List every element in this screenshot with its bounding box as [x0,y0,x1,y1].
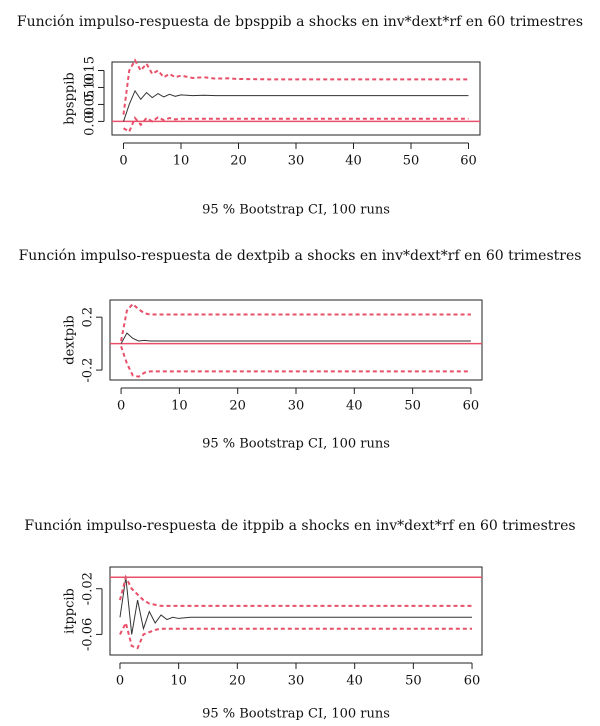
y-tick-label: -0.02 [81,572,96,605]
y-axis-label: bpsppib [63,72,78,124]
x-tick-label: 20 [230,154,247,169]
ci-line [119,620,473,650]
x-axis-label: 95 % Bootstrap CI, 100 runs [202,437,390,452]
y-tick-label: 0.10 [83,73,98,102]
plot-frame [109,299,483,381]
x-tick-label: 60 [464,674,481,689]
ci-line [120,345,471,378]
x-tick-label: 20 [229,399,246,414]
x-tick-label: 50 [405,674,422,689]
y-tick-label: -0.06 [81,618,96,651]
x-tick-label: 30 [288,674,305,689]
x-tick-label: 40 [345,154,362,169]
x-tick-label: 30 [288,154,305,169]
y-tick-label: 0.05 [83,90,98,119]
y-tick-label: 0.00 [83,107,98,136]
chart-title: Función impulso-respuesta de dextpib a s… [19,248,582,264]
plot-frame [109,566,483,656]
x-tick-label: 10 [171,399,188,414]
x-tick-label: 10 [173,154,190,169]
x-axis-label: 95 % Bootstrap CI, 100 runs [202,203,390,218]
x-tick-label: 60 [463,399,480,414]
x-tick-label: 50 [403,154,420,169]
y-tick-label: 0.2 [81,307,96,328]
response-line [120,332,471,344]
response-line [123,89,469,122]
y-tick-label: -0.2 [81,358,96,383]
x-tick-label: 50 [404,399,421,414]
x-tick-label: 30 [288,399,305,414]
y-tick-label: 0.15 [83,56,98,85]
x-tick-label: 60 [460,154,477,169]
ci-line [122,58,469,115]
chart-title: Función impulso-respuesta de itppib a sh… [24,518,575,534]
x-tick-label: 40 [346,674,363,689]
response-line [119,577,473,635]
x-tick-label: 20 [229,674,246,689]
x-tick-label: 10 [170,674,187,689]
plot-frame [111,61,481,136]
x-tick-label: 0 [117,399,125,414]
x-tick-label: 0 [119,154,127,169]
ci-line [122,116,469,134]
y-axis-label: itppcib [63,588,78,634]
ci-line [119,574,473,607]
x-tick-label: 40 [346,399,363,414]
ci-line [120,302,471,342]
x-tick-label: 0 [116,674,124,689]
x-axis-label: 95 % Bootstrap CI, 100 runs [202,707,390,722]
y-axis-label: dextpib [63,315,78,364]
chart-title: Función impulso-respuesta de bpsppib a s… [17,14,583,30]
